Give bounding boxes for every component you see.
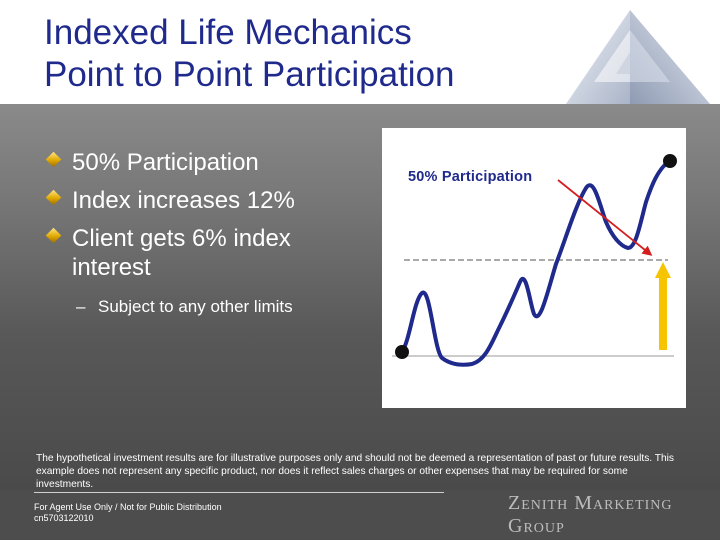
footer-notice: For Agent Use Only / Not for Public Dist… bbox=[34, 502, 222, 524]
diamond-bullet-icon bbox=[45, 227, 62, 244]
diamond-bullet-icon bbox=[45, 189, 62, 206]
sub-bullet: – Subject to any other limits bbox=[76, 296, 293, 318]
increase-arrow-shaft bbox=[659, 278, 667, 350]
index-curve bbox=[400, 160, 670, 367]
diamond-bullet-icon bbox=[45, 151, 62, 168]
increase-arrowhead bbox=[655, 262, 671, 278]
bullet-item: 50% Participation bbox=[45, 148, 366, 177]
start-point-dot bbox=[395, 345, 409, 359]
disclaimer-text: The hypothetical investment results are … bbox=[36, 453, 675, 490]
bullet-text: Client gets 6% index interest bbox=[72, 225, 291, 281]
footer-divider bbox=[34, 492, 444, 493]
title-line-2: Point to Point Participation bbox=[44, 55, 455, 94]
header: Indexed Life Mechanics Point to Point Pa… bbox=[0, 0, 720, 104]
bullet-text: Index increases 12% bbox=[72, 187, 295, 214]
chart-graphic bbox=[392, 154, 677, 367]
chart-participation-label: 50% Participation bbox=[408, 169, 533, 185]
sub-bullet-text: Subject to any other limits bbox=[98, 297, 293, 316]
sub-bullet-dash: – bbox=[76, 297, 86, 316]
footer-line-2: cn5703122010 bbox=[34, 513, 94, 523]
brand-logo-text: Zenith Marketing Group bbox=[508, 492, 720, 538]
pyramid-logo-icon bbox=[566, 10, 710, 104]
index-chart: 50% Participation bbox=[382, 128, 686, 408]
end-point-dot bbox=[663, 154, 677, 168]
bullet-item: Index increases 12% bbox=[45, 186, 366, 215]
page-title: Indexed Life Mechanics Point to Point Pa… bbox=[44, 12, 455, 96]
title-line-1: Indexed Life Mechanics bbox=[44, 13, 412, 52]
participation-arrow bbox=[557, 179, 653, 256]
brand-name: Zenith Marketing Group bbox=[508, 492, 673, 537]
footer-line-1: For Agent Use Only / Not for Public Dist… bbox=[34, 502, 222, 512]
bullet-text: 50% Participation bbox=[72, 149, 259, 176]
bullet-list: 50% Participation Index increases 12% Cl… bbox=[45, 148, 366, 291]
bullet-item: Client gets 6% index interest bbox=[45, 224, 366, 282]
